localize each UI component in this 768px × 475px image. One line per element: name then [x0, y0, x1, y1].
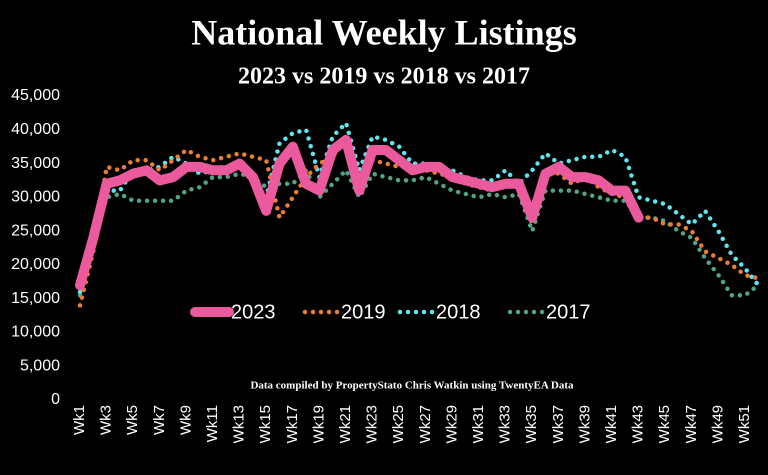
y-tick-label: 25,000 — [11, 222, 60, 239]
legend: 2023 2019 2018 2017 — [190, 301, 591, 323]
x-tick-label: Wk47 — [683, 405, 700, 443]
legend-label: 2019 — [341, 301, 386, 323]
annotation: Data compiled by PropertyStato Chris Wat… — [250, 380, 574, 392]
y-tick-label: 5,000 — [20, 357, 60, 374]
x-tick-label: Wk25 — [390, 405, 407, 443]
x-tick-label: Wk3 — [98, 405, 115, 435]
x-tick-label: Wk23 — [364, 405, 381, 443]
series-line — [77, 134, 761, 308]
x-tick-label: Wk51 — [736, 405, 753, 443]
y-tick-label: 30,000 — [11, 189, 60, 206]
x-tick-label: Wk29 — [443, 405, 460, 443]
y-tick-label: 40,000 — [11, 121, 60, 138]
series-line — [75, 134, 644, 291]
series-line — [77, 120, 761, 295]
x-tick-label: Wk15 — [257, 405, 274, 443]
chart-subtitle: 2023 vs 2019 vs 2018 vs 2017 — [238, 64, 530, 90]
x-tick-label: Wk9 — [177, 405, 194, 435]
x-tick-label: Wk33 — [497, 405, 514, 443]
x-tick-label: Wk17 — [284, 405, 301, 443]
x-tick-label: Wk49 — [709, 405, 726, 443]
x-tick-label: Wk41 — [603, 405, 620, 443]
x-tick-label: Wk1 — [71, 405, 88, 435]
y-tick-label: 20,000 — [11, 256, 60, 273]
series-line — [77, 168, 761, 298]
y-tick-label: 35,000 — [11, 155, 60, 172]
x-tick-label: Wk39 — [576, 405, 593, 443]
x-tick-label: Wk7 — [151, 405, 168, 435]
x-tick-label: Wk37 — [550, 405, 567, 443]
y-tick-label: 10,000 — [11, 324, 60, 341]
x-tick-label: Wk11 — [204, 405, 221, 442]
x-tick-label: Wk27 — [417, 405, 434, 443]
y-tick-label: 45,000 — [11, 87, 60, 104]
legend-label: 2018 — [436, 301, 481, 323]
chart-title: National Weekly Listings — [191, 12, 576, 52]
x-tick-label: Wk43 — [630, 405, 647, 443]
x-tick-label: Wk19 — [310, 405, 327, 443]
x-tick-label: Wk35 — [523, 405, 540, 443]
legend-label: 2017 — [546, 301, 591, 323]
x-tick-label: Wk45 — [656, 405, 673, 443]
x-tick-label: Wk13 — [231, 405, 248, 443]
x-tick-label: Wk31 — [470, 405, 487, 443]
x-tick-label: Wk21 — [337, 405, 354, 443]
y-tick-label: 15,000 — [11, 290, 60, 307]
x-tick-label: Wk5 — [124, 405, 141, 435]
y-tick-label: 0 — [51, 391, 60, 408]
legend-label: 2023 — [231, 301, 276, 323]
